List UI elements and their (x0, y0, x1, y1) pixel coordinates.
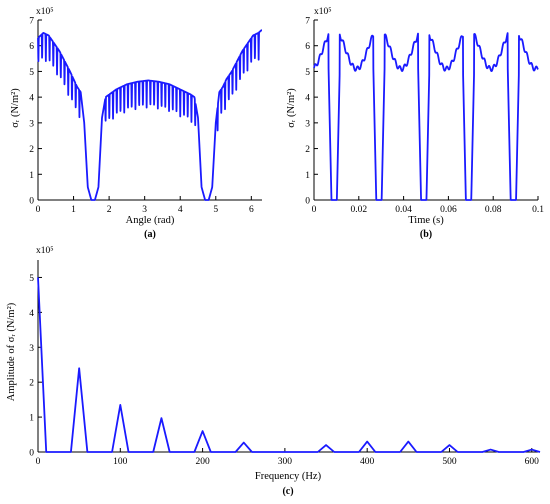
x-tick-label-c: 200 (195, 457, 210, 467)
x-tick-label-b: 0.04 (395, 205, 412, 215)
x-tick-label-c: 500 (442, 457, 457, 467)
y-tick-label-a: 3 (29, 119, 34, 129)
x-tick-label-b: 0.1 (532, 205, 544, 215)
y-tick-label-a: 2 (29, 145, 34, 155)
x-tick-label-a: 6 (249, 205, 254, 215)
x-tick-label-a: 2 (107, 205, 112, 215)
panel-label-c: (c) (282, 486, 293, 497)
x-tick-label-c: 600 (525, 457, 540, 467)
y-tick-label-c: 1 (29, 414, 34, 424)
x-tick-label-b: 0.06 (440, 205, 457, 215)
panel-label-a: (a) (144, 229, 156, 240)
panel-label-b: (b) (420, 229, 432, 240)
x-tick-label-b: 0.08 (485, 205, 502, 215)
y-tick-label-a: 6 (29, 42, 34, 52)
x-tick-label-a: 5 (213, 205, 218, 215)
y-tick-label-a: 0 (29, 197, 34, 207)
x-tick-label-b: 0.02 (350, 205, 367, 215)
y-tick-label-c: 5 (29, 274, 34, 284)
y-tick-label-a: 4 (29, 94, 34, 104)
x-tick-label-c: 0 (36, 457, 41, 467)
y-tick-label-c: 4 (29, 309, 34, 319)
y-tick-label-b: 2 (305, 145, 310, 155)
series-line-b (313, 32, 539, 201)
y-tick-label-a: 7 (29, 17, 34, 27)
multiplier-c: x10⁵ (36, 246, 54, 256)
multiplier-a: x10⁵ (36, 7, 54, 17)
x-tick-label-a: 4 (178, 205, 183, 215)
x-tick-label-a: 3 (142, 205, 147, 215)
ylabel-a: σᵣ (N/m²) (10, 88, 21, 128)
multiplier-b: x10⁵ (314, 7, 332, 17)
ylabel-b: σᵣ (N/m²) (286, 88, 297, 128)
y-tick-label-c: 3 (29, 344, 34, 354)
x-tick-label-a: 1 (71, 205, 76, 215)
series-line-c (37, 277, 541, 453)
panel-a: x10⁵ σᵣ (N/m²) Angle (rad) (a) 0 1 2 3 4 5 6 7 0… (10, 7, 263, 240)
xlabel-a: Angle (rad) (126, 215, 175, 226)
x-tick-label-a: 0 (36, 205, 41, 215)
y-tick-label-b: 1 (305, 171, 310, 181)
y-tick-label-a: 5 (29, 68, 34, 78)
xlabel-b: Time (s) (408, 215, 444, 226)
x-tick-label-b: 0 (312, 205, 317, 215)
y-tick-label-b: 6 (305, 42, 310, 52)
xlabel-c: Frequency (Hz) (255, 471, 322, 482)
x-tick-label-c: 100 (113, 457, 128, 467)
y-tick-label-b: 4 (305, 94, 310, 104)
y-tick-label-b: 3 (305, 119, 310, 129)
y-tick-label-c: 2 (29, 379, 34, 389)
ylabel-c: Amplitude of σᵣ (N/m²) (6, 302, 17, 401)
y-tick-label-b: 0 (305, 197, 310, 207)
y-tick-label-b: 7 (305, 17, 310, 27)
y-tick-label-b: 5 (305, 68, 310, 78)
y-tick-label-a: 1 (29, 171, 34, 181)
x-tick-label-c: 400 (360, 457, 375, 467)
series-line-a (37, 29, 263, 201)
panel-c: x10⁵ Amplitude of σᵣ (N/m²) Frequency (H… (6, 246, 541, 497)
x-tick-label-c: 300 (278, 457, 293, 467)
y-tick-label-c: 0 (29, 449, 34, 459)
panel-b: x10⁵ σᵣ (N/m²) Time (s) (b) 0 1 2 3 4 5 6 7 0 0.0… (286, 7, 544, 240)
